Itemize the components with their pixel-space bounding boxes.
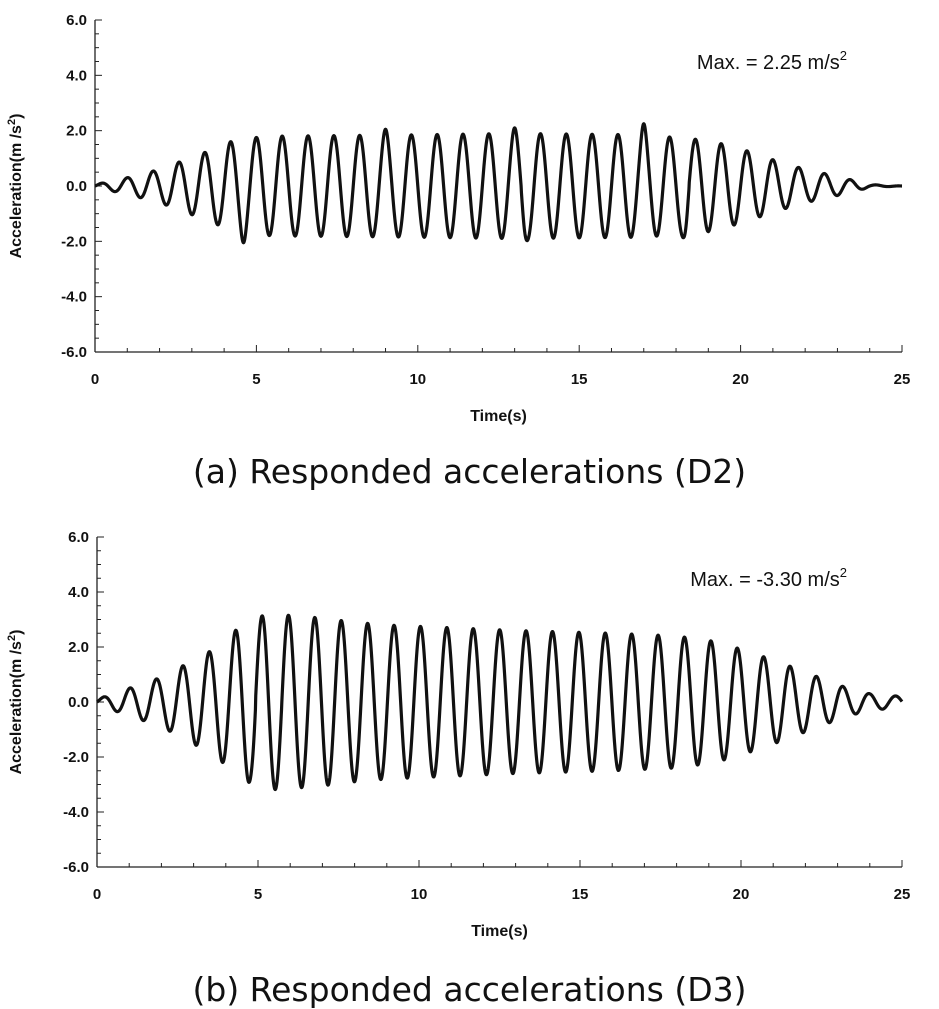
x-tick-label: 10 (411, 886, 428, 903)
chart-panel-b: 6.0 4.0 2.0 0.0 -2.0 -4.0 -6.0 0 5 10 15 20 25 Time(s… (0, 515, 939, 1009)
y-tick-label: 4.0 (68, 584, 89, 601)
x-tick-label: 20 (733, 886, 750, 903)
x-tick-label: 0 (91, 371, 99, 388)
x-tick-label: 25 (894, 371, 911, 388)
y-tick-label: 6.0 (68, 529, 89, 546)
x-tick-label: 5 (254, 886, 262, 903)
x-tick-label: 25 (894, 886, 911, 903)
y-tick-label: -6.0 (63, 859, 89, 876)
y-tick-label: 0.0 (66, 178, 87, 195)
caption-b: (b) Responded accelerations (D3) (192, 970, 747, 1009)
acceleration-series-line (93, 122, 904, 245)
y-tick-label: 2.0 (66, 123, 87, 140)
x-tick-label: 15 (571, 371, 588, 388)
y-axis-title: Acceleration(m /s2) (6, 630, 25, 775)
x-tick-label: 5 (252, 371, 260, 388)
x-tick-label: 20 (732, 371, 749, 388)
x-tick-label: 10 (409, 371, 426, 388)
y-tick-label: -2.0 (63, 749, 89, 766)
max-annotation: Max. = -3.30 m/s2 (690, 565, 847, 591)
x-tick-label: 0 (93, 886, 101, 903)
y-tick-label: -4.0 (63, 804, 89, 821)
y-tick-label: -6.0 (61, 344, 87, 361)
x-tick-label: 15 (572, 886, 589, 903)
y-axis-title: Acceleration(m /s2) (6, 114, 25, 259)
y-tick-label: 6.0 (66, 12, 87, 29)
x-axis-title: Time(s) (470, 408, 527, 425)
chart-a: 6.0 4.0 2.0 0.0 -2.0 -4.0 -6.00 5 10 15 20 25 Time(s… (6, 12, 911, 425)
caption-a: (a) Responded accelerations (D2) (192, 452, 747, 491)
y-tick-label: 0.0 (68, 694, 89, 711)
chart-b: 6.0 4.0 2.0 0.0 -2.0 -4.0 -6.00 5 10 15 20 25 Time(s… (6, 529, 911, 940)
acceleration-series-line (95, 613, 904, 792)
chart-panel-a: 6.0 4.0 2.0 0.0 -2.0 -4.0 -6.0 0 5 10 15 20 25 Time(s… (6, 12, 911, 491)
y-tick-label: 2.0 (68, 639, 89, 656)
y-tick-label: -4.0 (61, 289, 87, 306)
y-tick-label: -2.0 (61, 233, 87, 250)
y-tick-label: 4.0 (66, 67, 87, 84)
max-annotation: Max. = 2.25 m/s2 (697, 48, 847, 74)
x-axis-title: Time(s) (471, 923, 528, 940)
